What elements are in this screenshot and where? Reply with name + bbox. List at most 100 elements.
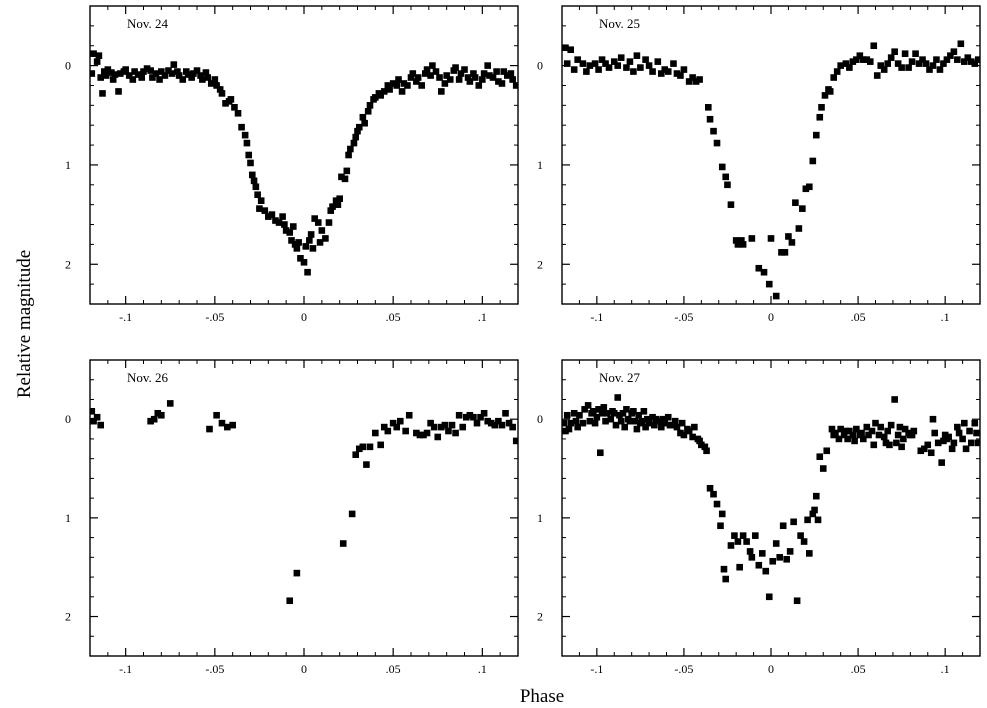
data-point <box>872 419 879 427</box>
data-point <box>626 417 634 425</box>
data-point <box>332 197 340 204</box>
data-point <box>486 72 493 79</box>
data-point <box>710 127 717 135</box>
data-point <box>498 421 506 429</box>
data-point <box>595 66 602 73</box>
data-point <box>912 50 919 57</box>
data-point <box>224 423 231 431</box>
data-point <box>710 490 717 498</box>
data-point <box>739 532 747 539</box>
data-point <box>677 72 684 79</box>
data-point <box>295 239 302 246</box>
data-point <box>166 400 174 407</box>
data-point <box>487 419 495 427</box>
data-point <box>846 427 853 435</box>
data-point <box>343 167 351 175</box>
data-point <box>586 62 594 69</box>
data-point <box>457 70 465 77</box>
data-point <box>574 56 581 63</box>
data-point <box>489 74 497 81</box>
data-point <box>125 72 133 79</box>
data-point <box>765 280 773 288</box>
x-tick-label: -.1 <box>590 662 603 676</box>
data-point <box>649 413 656 421</box>
data-point <box>908 58 916 65</box>
y-tick-label: 1 <box>537 511 543 525</box>
data-point <box>413 78 420 85</box>
data-point <box>216 86 224 93</box>
data-point <box>99 90 106 97</box>
data-point <box>614 394 622 401</box>
data-point <box>863 56 871 63</box>
data-point <box>748 235 756 242</box>
data-point <box>265 213 272 220</box>
data-point <box>936 66 944 73</box>
data-point <box>957 40 965 48</box>
x-tick-label: -.05 <box>674 662 693 676</box>
data-point <box>495 78 502 85</box>
data-point <box>870 42 878 50</box>
x-tick-label: -.05 <box>205 662 224 676</box>
data-point <box>657 423 665 431</box>
data-point <box>602 417 609 425</box>
data-point <box>327 207 335 214</box>
data-point <box>605 64 613 71</box>
data-point <box>961 58 968 65</box>
data-point <box>853 56 860 63</box>
data-point <box>809 510 817 518</box>
data-point <box>955 429 963 437</box>
data-point <box>868 427 876 435</box>
data-point <box>920 445 928 453</box>
data-point <box>218 90 226 97</box>
data-point <box>567 419 575 427</box>
data-point <box>856 52 864 59</box>
data-point <box>846 64 853 71</box>
data-point <box>329 203 336 210</box>
data-point <box>495 417 502 425</box>
data-point <box>610 58 618 65</box>
data-point <box>570 409 578 417</box>
data-point <box>149 74 156 81</box>
data-point <box>350 139 358 147</box>
data-point <box>652 415 660 423</box>
data-point <box>966 427 973 435</box>
data-point <box>781 249 789 256</box>
data-point <box>734 538 742 545</box>
data-point <box>927 449 935 457</box>
data-point <box>664 413 672 421</box>
data-point <box>108 69 115 76</box>
data-point <box>722 173 730 181</box>
data-point <box>598 409 606 417</box>
data-point <box>948 445 956 453</box>
data-point <box>147 417 154 425</box>
data-point <box>93 413 101 421</box>
data-point <box>617 54 625 61</box>
data-point <box>656 417 663 425</box>
data-point <box>718 510 726 518</box>
data-point <box>213 411 220 419</box>
data-point <box>671 417 679 425</box>
data-point <box>393 82 401 89</box>
x-axis-title: Phase <box>520 686 564 707</box>
data-point <box>288 237 295 244</box>
data-point <box>901 50 909 57</box>
data-point <box>616 411 623 419</box>
data-point <box>158 68 165 75</box>
data-point <box>919 56 926 63</box>
data-point <box>602 60 609 67</box>
data-point <box>894 60 902 67</box>
data-point <box>443 72 450 79</box>
data-point <box>593 413 601 421</box>
data-point <box>170 61 178 68</box>
data-point <box>158 411 165 419</box>
data-point <box>931 429 939 437</box>
data-point <box>446 76 454 83</box>
data-point <box>645 419 653 427</box>
data-point <box>673 423 681 431</box>
data-point <box>591 60 599 67</box>
data-point <box>509 76 516 83</box>
data-point <box>772 292 780 300</box>
data-point <box>423 66 431 73</box>
data-point <box>434 433 442 441</box>
data-point <box>657 70 665 77</box>
